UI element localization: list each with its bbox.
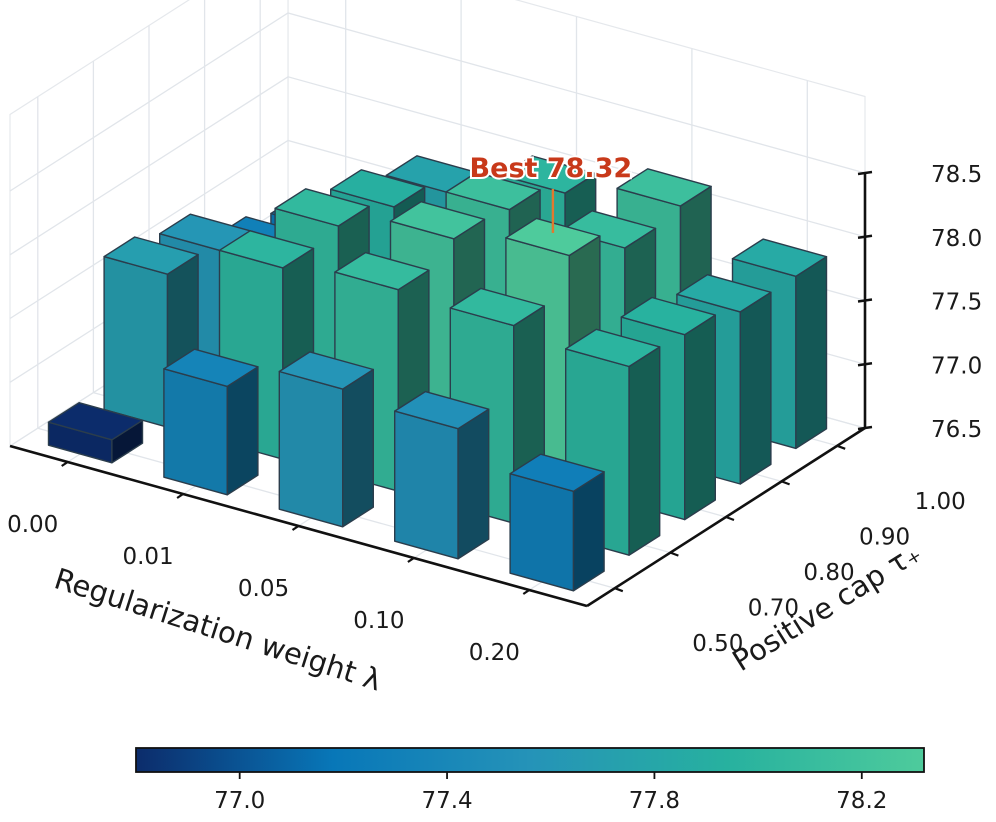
bar-top-face bbox=[218, 230, 315, 269]
bar-side-face bbox=[457, 408, 490, 560]
bar-top-face bbox=[445, 171, 541, 211]
axes-lines bbox=[9, 170, 873, 608]
bar bbox=[509, 453, 605, 592]
bar-top-face bbox=[620, 296, 716, 336]
y-tick-label: 0.90 bbox=[859, 524, 910, 550]
bar-top-face bbox=[163, 348, 259, 388]
bar-top-face bbox=[278, 351, 374, 390]
y-tick bbox=[781, 480, 790, 486]
bar bbox=[163, 348, 259, 496]
x-tick bbox=[291, 525, 300, 531]
bar-top-face bbox=[47, 402, 144, 441]
x-axis-label: Regularization weight λ bbox=[50, 561, 385, 697]
z-tick bbox=[857, 425, 873, 431]
x-tick bbox=[522, 589, 530, 595]
bar bbox=[47, 402, 144, 464]
bar-side-face bbox=[226, 366, 259, 496]
z-tick bbox=[857, 362, 873, 367]
bar-top-face bbox=[501, 155, 597, 194]
x-tick bbox=[407, 557, 415, 563]
bar-top-face bbox=[616, 168, 712, 207]
x-tick-label: 0.00 bbox=[7, 512, 58, 538]
x-tick-label: 0.01 bbox=[122, 544, 173, 570]
bar-front-face bbox=[394, 410, 459, 560]
bar-front-face bbox=[103, 255, 169, 428]
bar-top-face bbox=[565, 328, 661, 368]
bar-top-face bbox=[103, 236, 199, 275]
y-tick bbox=[670, 551, 679, 557]
z-grid-line bbox=[9, 12, 866, 192]
bar-top-face bbox=[676, 274, 772, 313]
bar-top-face bbox=[560, 210, 657, 249]
bar-side-face bbox=[684, 314, 716, 521]
y-tick bbox=[614, 587, 624, 593]
bar-top-face bbox=[274, 188, 370, 227]
x-tick bbox=[61, 461, 69, 467]
bar bbox=[394, 390, 490, 560]
bar-top-face bbox=[505, 217, 601, 257]
bar-top-face bbox=[334, 251, 430, 291]
x-tick bbox=[176, 493, 184, 499]
y-tick bbox=[725, 515, 735, 522]
bar-top-face bbox=[509, 453, 605, 492]
z-tick bbox=[857, 170, 873, 176]
colorbar-tick-label: 78.2 bbox=[836, 788, 887, 814]
bar-side-face bbox=[739, 291, 772, 485]
colorbar-tick-label: 77.0 bbox=[214, 788, 265, 814]
y-tick-label: 0.80 bbox=[803, 560, 854, 586]
y-tick-label: 1.00 bbox=[915, 489, 966, 515]
y-tick bbox=[836, 444, 846, 450]
bar-front-face bbox=[163, 368, 229, 496]
z-tick bbox=[857, 234, 873, 239]
bar-top-face bbox=[449, 287, 545, 327]
x-tick-label: 0.05 bbox=[238, 576, 289, 602]
bar-top-face bbox=[731, 238, 828, 277]
y-tick-label: 0.70 bbox=[748, 596, 799, 622]
bar bbox=[278, 351, 374, 528]
colorbar-tick-label: 77.4 bbox=[421, 788, 472, 814]
z-tick-label: 76.5 bbox=[931, 417, 982, 443]
colorbar: 77.0 77.4 77.8 78.2 bbox=[135, 747, 925, 814]
best-annotation: Best 78.32 bbox=[468, 151, 634, 233]
bar-top-face bbox=[389, 200, 486, 240]
bars bbox=[47, 155, 828, 592]
bar-side-face bbox=[795, 256, 828, 450]
z-tick-label: 77.5 bbox=[931, 290, 982, 316]
z-tick-label: 77.0 bbox=[931, 353, 982, 379]
z-tick-label: 78.0 bbox=[931, 226, 982, 252]
bar-front-face bbox=[278, 370, 344, 528]
colorbar-tick-label: 77.8 bbox=[629, 788, 680, 814]
colorbar-gradient bbox=[135, 747, 925, 773]
tick-labels: 0.00 0.01 0.05 0.10 0.20 0.500.700.800.901.00… bbox=[7, 162, 982, 666]
bar-side-face bbox=[572, 471, 605, 592]
bar-side-face bbox=[342, 368, 374, 528]
bar-top-face bbox=[394, 390, 490, 430]
x-tick-label: 0.20 bbox=[469, 640, 520, 666]
z-tick-label: 78.5 bbox=[931, 162, 982, 188]
x-tick-label: 0.10 bbox=[353, 608, 404, 634]
y-tick-label: 0.50 bbox=[692, 631, 743, 657]
bar-top-face bbox=[330, 169, 426, 208]
z-tick bbox=[857, 298, 873, 303]
bar-front-face bbox=[509, 473, 575, 592]
annotation-label: Best 78.32 bbox=[470, 153, 633, 184]
bar-side-face bbox=[628, 346, 661, 556]
